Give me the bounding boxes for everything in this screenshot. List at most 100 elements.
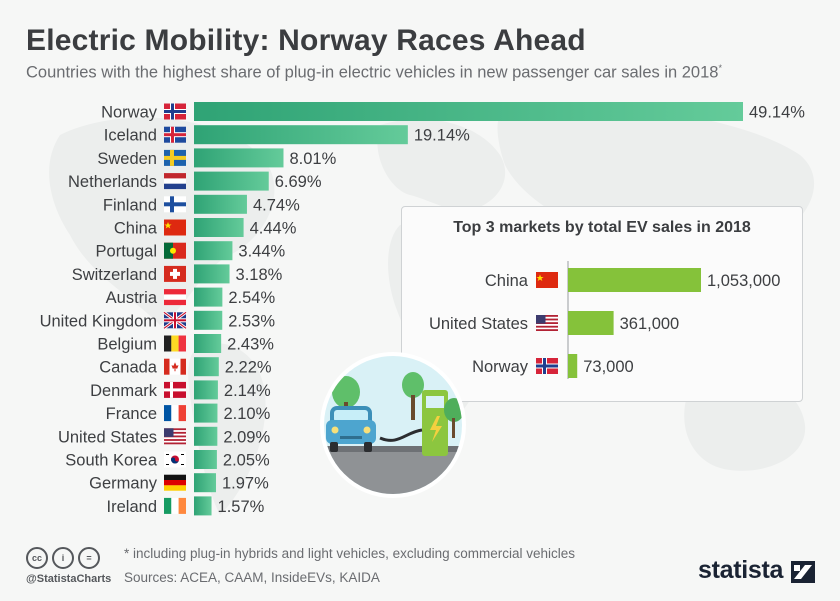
country-label: Netherlands bbox=[68, 173, 157, 191]
country-label: France bbox=[106, 405, 157, 423]
country-label: Norway bbox=[101, 104, 158, 122]
country-label: Austria bbox=[106, 289, 158, 307]
country-label: Finland bbox=[103, 196, 157, 214]
bar-finland[interactable] bbox=[194, 194, 247, 214]
finland-flag-icon bbox=[164, 196, 186, 213]
bar-canada[interactable] bbox=[194, 357, 219, 377]
country-label: United States bbox=[58, 428, 157, 446]
uk-flag-icon bbox=[162, 310, 188, 330]
bar-united-states[interactable] bbox=[194, 426, 218, 446]
country-label: Switzerland bbox=[72, 266, 157, 284]
bar-france[interactable] bbox=[194, 403, 218, 423]
country-label: Iceland bbox=[104, 127, 157, 145]
germany-flag-icon bbox=[164, 474, 186, 491]
page-subtitle: Countries with the highest share of plug… bbox=[26, 63, 722, 82]
country-label: South Korea bbox=[65, 452, 158, 470]
france-flag-icon bbox=[164, 405, 186, 422]
value-label: 2.05% bbox=[223, 452, 270, 470]
bar-sweden[interactable] bbox=[194, 148, 284, 168]
value-label: 3.44% bbox=[238, 243, 285, 261]
page-title: Electric Mobility: Norway Races Ahead bbox=[26, 24, 586, 57]
south-korea-flag-icon bbox=[164, 451, 186, 468]
country-label: Germany bbox=[89, 475, 158, 493]
bar-germany[interactable] bbox=[194, 473, 217, 493]
china-flag-icon bbox=[536, 272, 558, 288]
top-markets-panel: Top 3 markets by total EV sales in 2018 … bbox=[401, 206, 803, 402]
country-label: Canada bbox=[99, 359, 158, 377]
bar-china[interactable] bbox=[194, 218, 244, 237]
bar-switzerland[interactable] bbox=[194, 264, 230, 284]
sweden-flag-icon bbox=[164, 149, 186, 166]
us-flag-icon bbox=[536, 315, 558, 331]
statista-logo-text[interactable]: statista bbox=[698, 556, 784, 584]
value-label: 2.14% bbox=[224, 382, 271, 400]
us-flag-icon bbox=[164, 428, 186, 445]
country-label: China bbox=[114, 220, 158, 238]
country-label: Sweden bbox=[97, 150, 157, 168]
china-flag-icon bbox=[164, 219, 186, 236]
bar-portugal[interactable] bbox=[194, 241, 233, 261]
cc-icon: cc bbox=[26, 547, 48, 569]
value-label: 19.14% bbox=[414, 127, 470, 145]
switzerland-flag-icon bbox=[164, 265, 186, 282]
value-label: 1.57% bbox=[218, 498, 265, 516]
country-label: Denmark bbox=[90, 382, 158, 400]
value-label: 8.01% bbox=[289, 150, 336, 168]
ev-charging-illustration bbox=[320, 352, 466, 498]
value-label: 3.18% bbox=[236, 266, 283, 284]
norway-flag-icon bbox=[536, 358, 558, 374]
sources: Sources: ACEA, CAAM, InsideEVs, KAIDA bbox=[124, 570, 380, 585]
bar-iceland[interactable] bbox=[194, 125, 408, 145]
netherlands-flag-icon bbox=[164, 173, 186, 190]
bar-netherlands[interactable] bbox=[194, 171, 269, 191]
value-label: 2.22% bbox=[225, 359, 272, 377]
value-label: 4.44% bbox=[250, 220, 297, 238]
bar-south-korea[interactable] bbox=[194, 450, 217, 469]
value-label: 2.09% bbox=[223, 428, 270, 446]
country-label: Belgium bbox=[97, 336, 157, 354]
license-icons: cc i = bbox=[26, 547, 100, 569]
country-label: United Kingdom bbox=[40, 312, 157, 330]
bar-denmark[interactable] bbox=[194, 380, 218, 400]
top-markets-bar-chart: China 1,053,000 United States 361,000 Norway… bbox=[429, 261, 780, 379]
norway-flag-icon bbox=[164, 103, 186, 120]
bar-austria[interactable] bbox=[194, 287, 223, 307]
denmark-flag-icon bbox=[164, 381, 186, 398]
value-label: 6.69% bbox=[275, 173, 322, 191]
social-handle: @StatistaCharts bbox=[26, 573, 112, 585]
inset-bar-norway[interactable] bbox=[568, 354, 578, 378]
iceland-flag-icon bbox=[164, 126, 186, 143]
bar-norway[interactable] bbox=[194, 102, 743, 121]
value-label: 1.97% bbox=[222, 475, 269, 493]
by-icon: i bbox=[52, 547, 74, 569]
austria-flag-icon bbox=[164, 289, 186, 306]
nd-icon: = bbox=[78, 547, 100, 569]
belgium-flag-icon bbox=[164, 335, 186, 352]
inset-country-label: United States bbox=[429, 315, 528, 333]
inset-value-label: 73,000 bbox=[583, 358, 633, 376]
inset-title: Top 3 markets by total EV sales in 2018 bbox=[453, 219, 751, 236]
value-label: 2.10% bbox=[223, 405, 270, 423]
inset-value-label: 361,000 bbox=[620, 315, 680, 333]
country-label: Portugal bbox=[96, 243, 157, 261]
bar-belgium[interactable] bbox=[194, 334, 222, 353]
bar-ireland[interactable] bbox=[194, 496, 212, 516]
value-label: 49.14% bbox=[749, 104, 805, 122]
canada-flag-icon bbox=[164, 358, 186, 375]
share-bar-chart: Norway 49.14% Iceland 19.14% Sweden 8.01% Neth… bbox=[40, 102, 805, 516]
inset-bar-united-states[interactable] bbox=[568, 311, 614, 335]
inset-country-label: China bbox=[485, 272, 529, 290]
value-label: 2.43% bbox=[227, 336, 274, 354]
portugal-flag-icon bbox=[164, 242, 186, 259]
value-label: 2.53% bbox=[228, 312, 275, 330]
value-label: 2.54% bbox=[228, 289, 275, 307]
footnote: * including plug-in hybrids and light ve… bbox=[124, 546, 575, 561]
inset-value-label: 1,053,000 bbox=[707, 272, 780, 290]
value-label: 4.74% bbox=[253, 196, 300, 214]
ireland-flag-icon bbox=[164, 497, 186, 514]
country-label: Ireland bbox=[107, 498, 157, 516]
bar-united-kingdom[interactable] bbox=[194, 310, 223, 330]
statista-logo-icon bbox=[791, 561, 815, 583]
inset-bar-china[interactable] bbox=[568, 268, 701, 292]
